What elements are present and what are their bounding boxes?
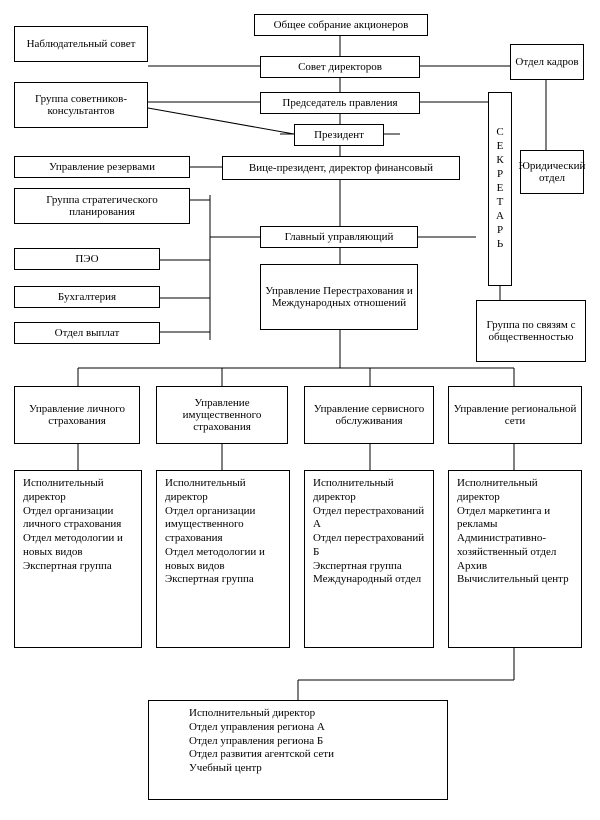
bottom-box: Исполнительный директор Отдел управления… [148,700,448,800]
node-advisors: Группа советников-консультантов [14,82,148,128]
node-hr: Отдел кадров [510,44,584,80]
node-reinsurance: Управление Перестрахования и Международн… [260,264,418,330]
dept-box-3: Исполнительный директор Отдел перестрахо… [304,470,434,648]
dept-box-4: Исполнительный директор Отдел маркетинга… [448,470,582,648]
dept-box-2: Исполнительный директор Отдел организаци… [156,470,290,648]
node-property-ins: Управление имущественного страхования [156,386,288,444]
node-pr-group: Группа по связям с общественностью [476,300,586,362]
node-personal-ins: Управление личного страхования [14,386,140,444]
node-payouts: Отдел выплат [14,322,160,344]
node-supervisory: Наблюдательный совет [14,26,148,62]
node-chairman: Председатель правления [260,92,420,114]
node-service: Управление сервисного обслуживания [304,386,434,444]
node-president: Президент [294,124,384,146]
node-secretary: СЕКРЕТАРЬ [488,92,512,286]
node-board: Совет директоров [260,56,420,78]
node-reserves: Управление резервами [14,156,190,178]
node-gm: Главный управляющий [260,226,418,248]
dept-box-1: Исполнительный директор Отдел организаци… [14,470,142,648]
node-shareholders: Общее собрание акционеров [254,14,428,36]
node-regional: Управление региональной сети [448,386,582,444]
node-legal: Юридический отдел [520,150,584,194]
node-peo: ПЭО [14,248,160,270]
node-vp-finance: Вице-президент, директор финансовый [222,156,460,180]
node-accounting: Бухгалтерия [14,286,160,308]
node-strategic: Группа стратегического планирования [14,188,190,224]
